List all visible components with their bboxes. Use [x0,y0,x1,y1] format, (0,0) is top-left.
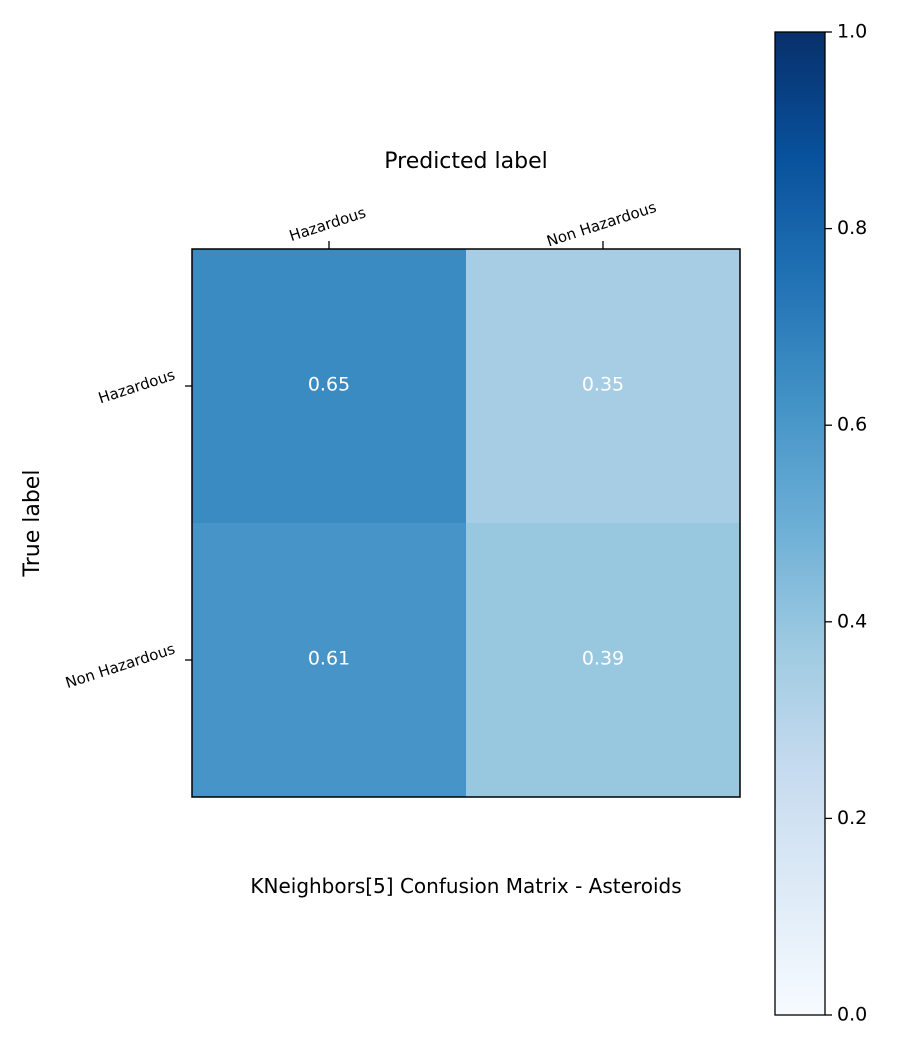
matrix-cell-0-0 [192,249,466,523]
colorbar-tick-label-5: 1.0 [837,21,867,43]
x-tick-label-1: Non Hazardous [544,198,658,250]
x-ticks: Hazardous Non Hazardous [287,198,659,250]
y-tick-label-0: Hazardous [96,366,177,408]
x-tick-label-0: Hazardous [287,203,368,245]
y-tick-label-1: Non Hazardous [63,640,177,692]
colorbar-frame [774,31,826,1016]
colorbar-tick-label-0: 0.0 [837,1004,867,1026]
colorbar-tick-label-1: 0.2 [837,807,867,829]
colorbar-tick-label-4: 0.8 [837,217,867,239]
colorbar-tick-label-3: 0.6 [837,414,867,436]
colorbar-gradient [775,32,825,1015]
y-axis-label: True label [20,470,45,578]
y-ticks: Hazardous Non Hazardous [63,366,192,692]
cell-value-label-0-1: 0.35 [582,374,624,396]
x-axis-label: Predicted label [384,149,547,174]
cell-value-label-1-0: 0.61 [308,648,350,670]
matrix-cell-1-1 [466,523,740,797]
colorbar: 0.0 0.2 0.4 0.6 0.8 1.0 [774,21,867,1026]
matrix-frame [191,248,741,798]
chart-title: KNeighbors[5] Confusion Matrix - Asteroi… [250,874,681,898]
matrix-cell-1-0 [192,523,466,797]
cell-value-label-1-1: 0.39 [582,648,624,670]
matrix-cells: 0.65 0.35 0.61 0.39 [191,248,741,798]
cell-value-label-0-0: 0.65 [308,374,350,396]
colorbar-tick-label-2: 0.4 [837,610,867,632]
matrix-cell-0-1 [466,249,740,523]
